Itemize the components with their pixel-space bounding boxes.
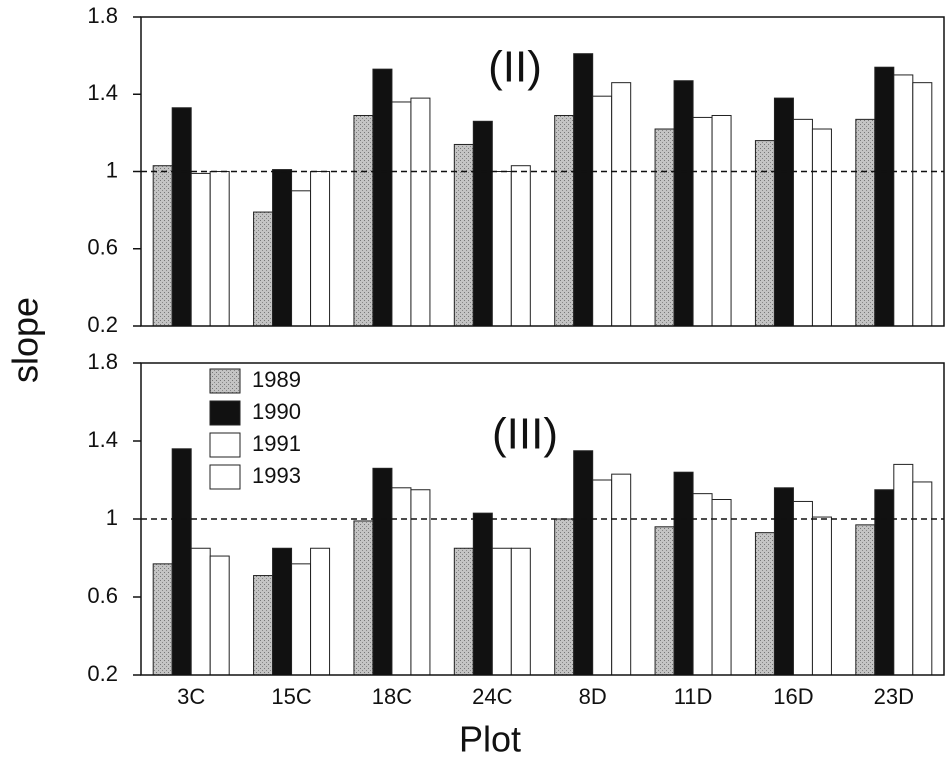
y-tick-label: 0.6 <box>87 235 118 260</box>
bar <box>855 524 876 676</box>
bar <box>353 520 374 676</box>
bar <box>410 97 431 327</box>
bar <box>391 487 412 676</box>
legend-swatch <box>209 464 241 490</box>
panel-title: (II) <box>488 43 542 92</box>
bar <box>372 68 393 327</box>
bar <box>855 118 876 327</box>
x-tick-label: 23D <box>874 684 914 709</box>
y-tick-label: 1.8 <box>87 349 118 374</box>
y-tick-label: 1.4 <box>87 80 118 105</box>
x-tick-label: 24C <box>472 684 512 709</box>
bar <box>171 107 192 327</box>
bar <box>152 165 173 327</box>
bar <box>573 450 594 676</box>
bar <box>272 169 293 327</box>
legend-swatch <box>209 368 241 394</box>
legend-swatch <box>209 432 241 458</box>
y-tick-label: 0.2 <box>87 312 118 337</box>
panel-title: (III) <box>492 410 558 459</box>
bar <box>472 512 493 676</box>
bar <box>573 53 594 327</box>
plot-frame <box>140 362 945 676</box>
bar <box>310 171 331 327</box>
bar <box>711 114 732 327</box>
legend-label: 1989 <box>252 367 301 392</box>
bar <box>253 211 274 327</box>
bar <box>811 128 832 327</box>
y-axis-label: slope <box>5 297 46 383</box>
bar <box>754 140 775 327</box>
bar <box>912 481 933 676</box>
legend-swatch <box>209 400 241 426</box>
y-tick-label: 0.6 <box>87 583 118 608</box>
bar <box>291 190 312 327</box>
bar <box>692 493 713 676</box>
bar <box>491 547 512 676</box>
bar <box>611 82 632 327</box>
bar <box>912 82 933 327</box>
bar <box>773 97 794 327</box>
bar <box>171 448 192 676</box>
legend-label: 1993 <box>252 463 301 488</box>
bar <box>372 467 393 676</box>
bar <box>491 171 512 327</box>
bar <box>453 547 474 676</box>
bar <box>410 489 431 676</box>
bar <box>792 118 813 327</box>
bar <box>773 487 794 676</box>
bar <box>874 66 895 327</box>
bar <box>592 95 613 327</box>
legend-label: 1990 <box>252 399 301 424</box>
legend-label: 1991 <box>252 431 301 456</box>
x-axis-label: Plot <box>459 719 521 760</box>
bar <box>554 114 575 327</box>
plot-frame <box>140 16 945 327</box>
y-tick-label: 1.4 <box>87 427 118 452</box>
bar <box>253 575 274 676</box>
bar <box>893 74 914 327</box>
bar <box>611 473 632 676</box>
bar <box>152 563 173 676</box>
bar <box>554 518 575 676</box>
x-tick-label: 8D <box>579 684 607 709</box>
y-tick-label: 0.2 <box>87 661 118 686</box>
bar <box>190 172 211 327</box>
bar <box>190 547 211 676</box>
y-tick-label: 1 <box>106 505 118 530</box>
bar <box>272 547 293 676</box>
bar <box>673 471 694 676</box>
bar <box>893 463 914 676</box>
bar <box>654 526 675 676</box>
bar <box>510 165 531 327</box>
bar <box>353 114 374 327</box>
bar <box>391 101 412 327</box>
x-tick-label: 16D <box>773 684 813 709</box>
bar <box>711 499 732 676</box>
bar <box>754 532 775 676</box>
bar <box>592 479 613 676</box>
y-tick-label: 1.8 <box>87 3 118 28</box>
bar <box>792 500 813 676</box>
bar <box>291 563 312 676</box>
x-tick-label: 18C <box>372 684 412 709</box>
bar <box>209 555 230 676</box>
bar <box>654 128 675 327</box>
x-tick-label: 3C <box>177 684 205 709</box>
bar <box>673 80 694 327</box>
bar <box>692 116 713 327</box>
y-tick-label: 1 <box>106 157 118 182</box>
x-tick-label: 11D <box>674 684 713 709</box>
bar <box>874 489 895 676</box>
bar <box>510 547 531 676</box>
bar <box>209 171 230 327</box>
bar <box>472 120 493 327</box>
x-tick-label: 15C <box>271 684 311 709</box>
bar <box>811 516 832 676</box>
bar <box>310 547 331 676</box>
